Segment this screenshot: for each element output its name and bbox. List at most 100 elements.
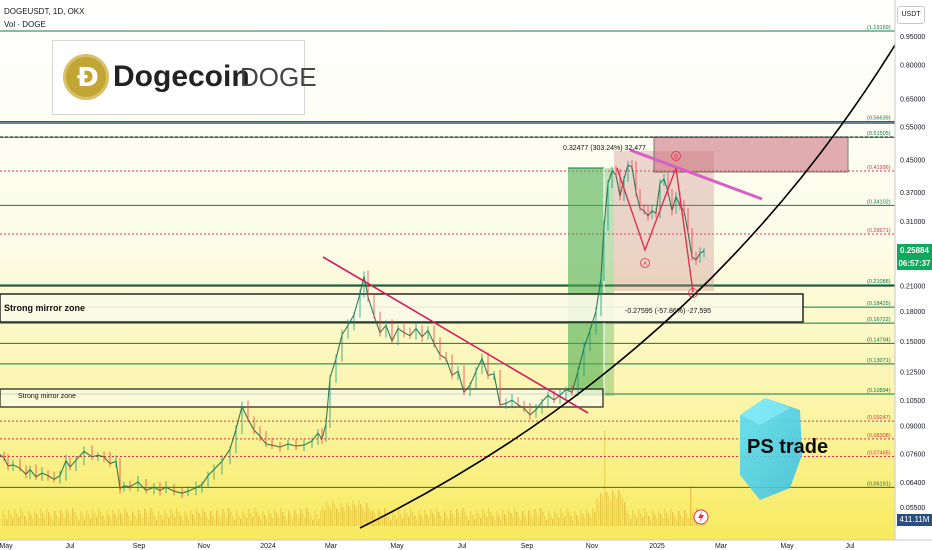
volume-bar	[546, 520, 548, 526]
volume-bar	[332, 500, 334, 526]
volume-bar	[196, 509, 198, 526]
volume-bar	[540, 508, 542, 526]
volume-bar	[282, 512, 284, 526]
symbol-header: DOGEUSDT, 1D, OKX	[4, 7, 85, 16]
fib-level-label: (0.09247)	[867, 415, 891, 421]
volume-bar	[528, 510, 530, 526]
volume-bar	[10, 514, 12, 526]
volume-bar	[82, 515, 84, 526]
ps-trade-logo-highlight	[740, 398, 790, 425]
volume-bar	[680, 515, 682, 526]
volume-bar	[208, 520, 210, 526]
volume-bar	[182, 520, 184, 526]
volume-bar	[224, 513, 226, 526]
volume-bar	[402, 518, 404, 526]
wave-label: B	[674, 155, 678, 161]
volume-bar	[632, 510, 634, 526]
volume-bar	[524, 515, 526, 526]
volume-bar	[108, 515, 110, 526]
price-line[interactable]	[0, 164, 705, 494]
volume-bar	[68, 513, 70, 526]
dogecoin-logo-card: Ð Dogecoin DOGE	[52, 40, 317, 115]
volume-bar	[180, 516, 182, 526]
fib-level-label: (0.34102)	[867, 199, 891, 205]
trend-lines	[322, 44, 896, 529]
volume-bar	[240, 519, 242, 526]
volume-bar	[86, 510, 88, 526]
rally-measure-box	[568, 168, 604, 396]
volume-bar	[626, 511, 628, 526]
volume-bar	[226, 517, 228, 526]
volume-bar	[188, 519, 190, 526]
mirror-zone-lower[interactable]	[0, 388, 604, 408]
volume-bar	[670, 508, 672, 526]
resistance-trendline	[629, 148, 763, 201]
x-tick-label: 2024	[260, 543, 276, 550]
volume-bar	[398, 510, 400, 526]
y-tick-label: 0.80000	[900, 62, 925, 69]
fib-level-label: (0.10894)	[867, 388, 891, 394]
volume-bar	[654, 515, 656, 526]
volume-bar	[388, 516, 390, 526]
volume-bar	[294, 510, 296, 526]
volume-bar	[690, 486, 692, 526]
measure-boxes	[568, 136, 849, 396]
volume-bar	[54, 511, 56, 526]
volume-bar	[48, 512, 50, 526]
volume-bar	[582, 514, 584, 526]
volume-bar	[2, 511, 4, 526]
fib-level-label: (0.06191)	[867, 481, 891, 487]
volume-bar	[358, 500, 360, 526]
abc-wave-path	[616, 167, 694, 293]
volume-bar	[662, 518, 664, 526]
volume-bar	[610, 500, 612, 526]
volume-bar	[26, 520, 28, 526]
volume-bar	[232, 516, 234, 526]
currency-badge[interactable]: USDT	[897, 6, 925, 24]
volume-bar	[336, 508, 338, 526]
fib-level-label: (0.41996)	[867, 165, 891, 171]
volume-bar	[542, 512, 544, 526]
volume-bar	[302, 513, 304, 526]
y-tick-label: 0.15000	[900, 339, 925, 346]
volume-bar	[466, 516, 468, 526]
volume-bar	[242, 510, 244, 526]
volume-bar	[530, 514, 532, 526]
wave-label-circle	[688, 288, 698, 298]
volume-bar	[604, 431, 606, 526]
bar-countdown: 06:57:37	[898, 259, 931, 268]
y-tick-label: 0.37000	[900, 190, 925, 197]
chart-text-labels: (1.19169) (0.56639) (0.51505) (0.41996) (0.3…	[0, 25, 925, 550]
volume-bar	[476, 510, 478, 526]
volume-bar	[286, 520, 288, 526]
volume-bar	[404, 509, 406, 526]
volume-bar	[572, 520, 574, 526]
volume-bar	[362, 508, 364, 526]
volume-bar	[596, 498, 598, 526]
volume-bar	[326, 501, 328, 526]
volume-bar	[554, 510, 556, 526]
fib-level-label: (0.28671)	[867, 228, 891, 234]
volume-bar	[392, 511, 394, 526]
volume-bar	[94, 513, 96, 526]
volume-bar	[618, 490, 620, 526]
ps-trade-shape	[740, 398, 802, 500]
volume-bar	[440, 516, 442, 526]
volume-bar	[348, 506, 350, 526]
wave-label-circle	[671, 151, 681, 161]
volume-bar	[134, 515, 136, 526]
y-tick-label: 0.31000	[900, 219, 925, 226]
volume-bar	[658, 510, 660, 526]
volume-bar	[290, 515, 292, 526]
volume-bar	[220, 518, 222, 526]
volume-bar	[366, 503, 368, 526]
fib-level-label: (0.08308)	[867, 433, 891, 439]
volume-bar	[38, 518, 40, 526]
volume-bar	[486, 517, 488, 526]
x-tick-label: Jul	[846, 543, 855, 550]
volume-bar	[88, 514, 90, 526]
watermark-text: PS trade	[747, 436, 829, 458]
volume-bar	[418, 511, 420, 526]
volume-bar	[222, 509, 224, 526]
